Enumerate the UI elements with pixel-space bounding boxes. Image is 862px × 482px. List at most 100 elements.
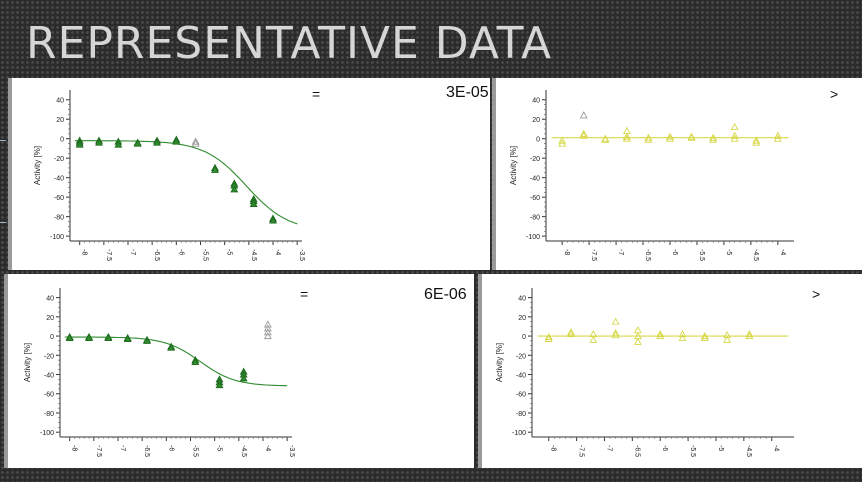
panel-edge bbox=[478, 274, 482, 468]
y-tick-label: -100 bbox=[40, 430, 54, 437]
data-point bbox=[239, 374, 248, 382]
y-tick-label: -40 bbox=[516, 373, 526, 380]
data-point bbox=[263, 320, 272, 328]
data-point bbox=[172, 137, 181, 145]
data-point bbox=[687, 133, 696, 141]
panel-edge bbox=[4, 274, 8, 468]
panel-edge bbox=[8, 78, 12, 270]
data-point bbox=[678, 333, 687, 341]
data-point bbox=[215, 380, 224, 389]
y-tick-label: -60 bbox=[530, 195, 540, 202]
x-tick-label: -6.5 bbox=[644, 249, 651, 261]
y-tick-label: 20 bbox=[532, 117, 540, 124]
y-tick-label: -60 bbox=[44, 392, 54, 399]
data-point bbox=[75, 140, 84, 148]
data-point bbox=[544, 332, 553, 341]
data-point bbox=[191, 137, 200, 145]
y-axis-label: Activity [%] bbox=[33, 146, 42, 185]
data-point bbox=[143, 336, 151, 344]
data-point bbox=[263, 328, 272, 336]
data-point bbox=[622, 132, 631, 140]
chart-panel-top-left: 40 20 0 -20 -40 -60 -80 -100 -8 -7.5 -7 -6.5 -6 -5.5 -… bbox=[12, 78, 490, 270]
y-tick-label: -60 bbox=[516, 392, 526, 399]
data-point bbox=[723, 330, 732, 339]
x-tick-label: -5 bbox=[216, 445, 223, 451]
y-tick-label: 0 bbox=[522, 334, 526, 341]
y-tick-label: -40 bbox=[54, 176, 64, 183]
x-tick-label: -4.5 bbox=[240, 445, 247, 457]
x-tick-label: -4 bbox=[779, 249, 786, 255]
data-point bbox=[114, 140, 123, 148]
data-point bbox=[104, 333, 113, 341]
x-tick-label: -6 bbox=[661, 445, 668, 451]
data-point bbox=[230, 185, 239, 193]
chart-panel-top-right: 40 20 0 -20 -40 -60 -80 -100 -8 -7.5 -7 -6.5 -6 -5.5 -… bbox=[496, 78, 862, 270]
y-tick-label: 20 bbox=[518, 315, 526, 322]
y-tick-label: 40 bbox=[56, 98, 64, 105]
data-point bbox=[558, 139, 567, 147]
chart-bottom-left: 40 20 0 -20 -40 -60 -80 -100 -8 -7.5 -7 -6.5 -6 -5.5 -… bbox=[23, 288, 295, 457]
data-point bbox=[773, 131, 782, 139]
x-tick-label: -6 bbox=[671, 249, 678, 255]
x-tick-label: -7 bbox=[129, 249, 136, 255]
x-tick-label: -6 bbox=[177, 249, 184, 255]
data-point bbox=[211, 165, 219, 173]
data-point bbox=[611, 330, 620, 339]
data-point bbox=[656, 331, 665, 340]
x-tick-label: -4 bbox=[264, 445, 271, 451]
data-point bbox=[123, 334, 132, 342]
data-point bbox=[730, 134, 739, 142]
x-tick-label: -4.5 bbox=[752, 249, 759, 261]
y-tick-label: -20 bbox=[530, 156, 540, 163]
data-point bbox=[633, 337, 642, 345]
y-axis-label: Activity [%] bbox=[509, 146, 518, 185]
chart-top-left: 40 20 0 -20 -40 -60 -80 -100 -8 -7.5 -7 -6.5 -6 -5.5 -… bbox=[33, 90, 305, 261]
x-tick-label: -6 bbox=[167, 445, 174, 451]
data-point bbox=[579, 131, 588, 139]
y-tick-label: 0 bbox=[50, 334, 54, 341]
y-tick-label: -80 bbox=[44, 411, 54, 418]
data-point bbox=[745, 331, 754, 340]
y-tick-label: -100 bbox=[526, 234, 540, 241]
data-point bbox=[730, 122, 739, 131]
y-tick-label: 20 bbox=[46, 315, 54, 322]
x-tick-label: -4 bbox=[773, 445, 780, 451]
x-tick-label: -5 bbox=[717, 445, 724, 451]
data-point bbox=[579, 111, 588, 119]
y-tick-label: 0 bbox=[536, 137, 540, 144]
x-tick-label: -7 bbox=[617, 249, 624, 255]
data-point bbox=[269, 216, 277, 224]
x-tick-label: -6.5 bbox=[143, 445, 150, 457]
data-point bbox=[752, 136, 761, 144]
y-tick-label: -40 bbox=[44, 373, 54, 380]
y-tick-label: -100 bbox=[50, 234, 64, 241]
x-tick-label: -7 bbox=[605, 445, 612, 451]
y-tick-label: -80 bbox=[54, 215, 64, 222]
data-point bbox=[611, 317, 620, 325]
x-tick-label: -3.5 bbox=[288, 445, 295, 457]
data-point bbox=[95, 138, 103, 146]
data-point bbox=[167, 343, 176, 351]
slide-title: REPRESENTATIVE DATA bbox=[26, 18, 553, 69]
relation-symbol: = bbox=[300, 286, 309, 302]
data-point bbox=[700, 333, 709, 341]
chart-panel-bottom-left: 40 20 0 -20 -40 -60 -80 -100 -8 -7.5 -7 -6.5 -6 -5.5 -… bbox=[8, 274, 474, 468]
data-point bbox=[773, 134, 782, 142]
y-tick-label: -20 bbox=[516, 353, 526, 360]
x-tick-label: -5.5 bbox=[192, 445, 199, 457]
data-point bbox=[579, 129, 588, 137]
x-tick-label: -7 bbox=[119, 445, 126, 451]
data-point bbox=[678, 330, 687, 338]
data-point bbox=[153, 138, 161, 146]
x-tick-label: -8 bbox=[563, 249, 570, 255]
data-point bbox=[644, 135, 653, 143]
data-point bbox=[589, 335, 598, 343]
y-tick-label: 40 bbox=[46, 296, 54, 303]
relation-symbol: > bbox=[812, 286, 821, 302]
data-point bbox=[666, 134, 674, 142]
x-tick-label: -8 bbox=[81, 249, 88, 255]
y-tick-label: 40 bbox=[518, 296, 526, 303]
data-point bbox=[622, 134, 631, 142]
data-point bbox=[567, 328, 575, 336]
chart-top-right: 40 20 0 -20 -40 -60 -80 -100 -8 -7.5 -7 -6.5 -6 -5.5 -… bbox=[509, 90, 794, 261]
